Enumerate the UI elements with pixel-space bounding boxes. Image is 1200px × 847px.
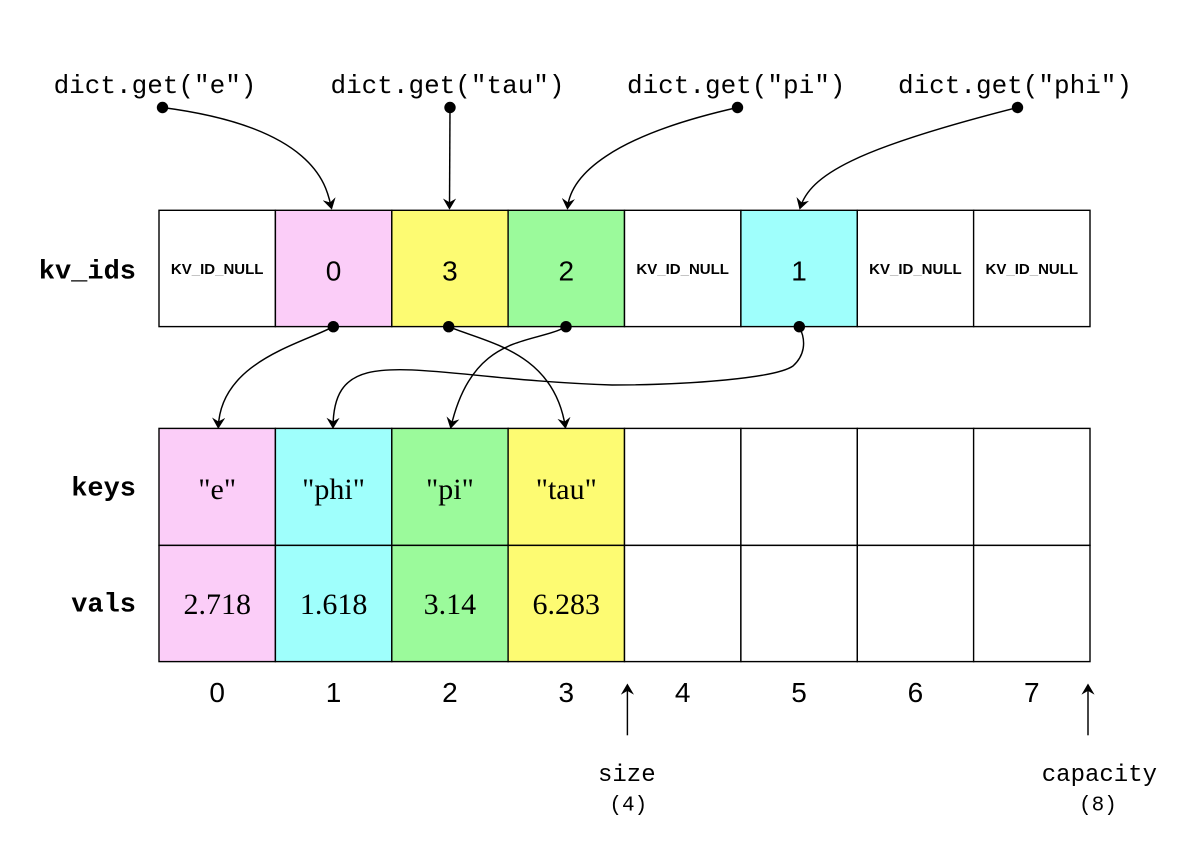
svg-text:dict.get("phi"): dict.get("phi") xyxy=(898,71,1132,101)
svg-text:2: 2 xyxy=(559,256,575,287)
svg-text:KV_ID_NULL: KV_ID_NULL xyxy=(171,261,264,278)
svg-text:vals: vals xyxy=(71,591,136,621)
svg-text:3.14: 3.14 xyxy=(424,588,477,621)
svg-text:4: 4 xyxy=(675,677,691,708)
svg-text:7: 7 xyxy=(1024,677,1040,708)
svg-text:2.718: 2.718 xyxy=(183,588,251,621)
svg-text:KV_ID_NULL: KV_ID_NULL xyxy=(636,261,729,278)
svg-text:2: 2 xyxy=(442,677,458,708)
svg-text:capacity: capacity xyxy=(1042,762,1157,789)
svg-text:kv_ids: kv_ids xyxy=(39,258,136,288)
svg-text:KV_ID_NULL: KV_ID_NULL xyxy=(986,261,1079,278)
svg-text:dict.get("tau"): dict.get("tau") xyxy=(330,71,564,101)
svg-text:"pi": "pi" xyxy=(426,473,474,506)
svg-text:"phi": "phi" xyxy=(302,473,365,506)
svg-text:"e": "e" xyxy=(198,473,236,506)
svg-text:0: 0 xyxy=(326,256,342,287)
svg-text:dict.get("pi"): dict.get("pi") xyxy=(627,71,845,101)
svg-text:6: 6 xyxy=(908,677,924,708)
svg-text:3: 3 xyxy=(559,677,575,708)
svg-text:3: 3 xyxy=(442,256,458,287)
svg-text:1: 1 xyxy=(326,677,342,708)
svg-text:"tau": "tau" xyxy=(536,473,597,506)
svg-text:keys: keys xyxy=(71,475,136,505)
svg-text:1: 1 xyxy=(791,256,807,287)
svg-text:(8): (8) xyxy=(1079,795,1117,818)
svg-text:size: size xyxy=(598,762,656,789)
svg-text:6.283: 6.283 xyxy=(533,588,601,621)
svg-text:0: 0 xyxy=(209,677,225,708)
svg-text:dict.get("e"): dict.get("e") xyxy=(54,71,257,101)
svg-text:KV_ID_NULL: KV_ID_NULL xyxy=(869,261,962,278)
svg-text:(4): (4) xyxy=(609,795,647,818)
svg-text:1.618: 1.618 xyxy=(300,588,368,621)
svg-text:5: 5 xyxy=(791,677,807,708)
